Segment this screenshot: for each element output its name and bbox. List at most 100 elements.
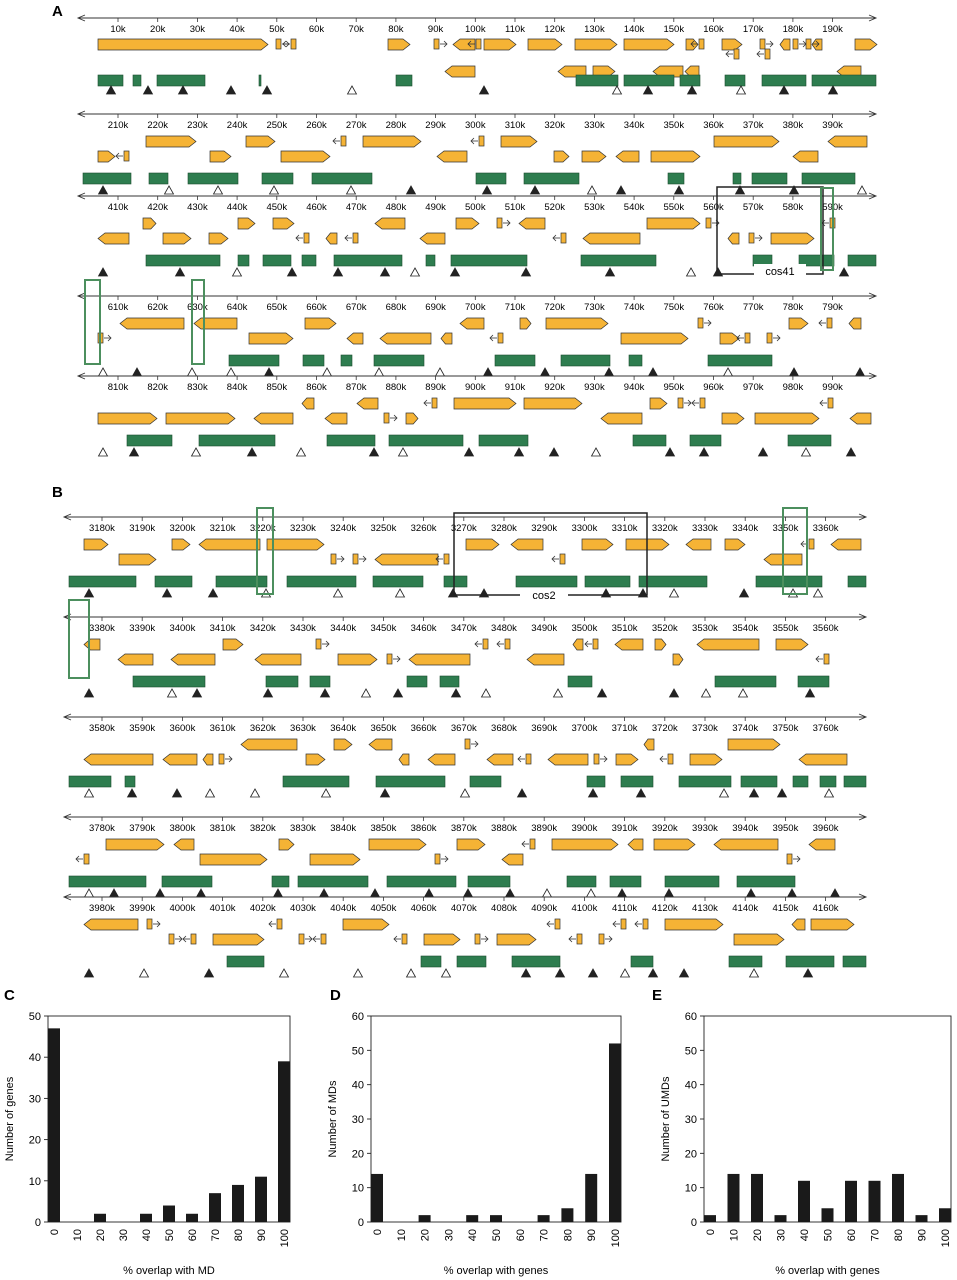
gene-arrow xyxy=(119,317,185,330)
axis-tick-label: 3430k xyxy=(290,623,316,634)
md-block xyxy=(728,955,763,968)
chart-c-ytick-label: 30 xyxy=(29,1093,41,1105)
axis-tick-label: 720k xyxy=(544,302,565,313)
gene-arrow xyxy=(664,918,724,931)
open-triangle xyxy=(585,888,597,898)
gene-direction xyxy=(435,555,440,563)
axis-tick-label: 4080k xyxy=(491,903,517,914)
gene-arrow xyxy=(547,753,589,766)
filled-triangle xyxy=(405,185,417,195)
axis-tick-label: 530k xyxy=(584,202,605,213)
open-triangle xyxy=(800,447,812,457)
md-block xyxy=(785,955,835,968)
md-block xyxy=(97,74,124,87)
gene-arrow xyxy=(266,538,325,551)
open-triangle xyxy=(394,588,406,598)
axis-tick-label: 3610k xyxy=(210,723,236,734)
filled-triangle xyxy=(131,367,143,377)
chart-d-xtick-label: 100 xyxy=(610,1229,622,1247)
md-block xyxy=(261,172,294,185)
axis-tick-label: 860k xyxy=(306,382,327,393)
open-triangle xyxy=(735,85,747,95)
axis-tick-label: 520k xyxy=(544,202,565,213)
axis-tick-label: 280k xyxy=(386,120,407,131)
filled-triangle xyxy=(838,267,850,277)
gene-arrow xyxy=(791,918,806,931)
axis-tick-label: 3360k xyxy=(813,523,839,534)
axis-tick-label: 350k xyxy=(663,120,684,131)
green-box xyxy=(84,279,101,365)
gene-marker xyxy=(598,933,605,945)
axis-tick-label: 790k xyxy=(822,302,843,313)
filled-triangle xyxy=(171,788,183,798)
md-block xyxy=(154,575,193,588)
gene-arrow xyxy=(724,538,746,551)
md-block xyxy=(282,775,350,788)
axis-tick-label: 3470k xyxy=(451,623,477,634)
green-box xyxy=(68,599,90,679)
gene-arrow xyxy=(721,412,745,425)
axis-arrow-left xyxy=(76,14,86,22)
filled-triangle xyxy=(177,85,189,95)
chart-d-xtick-label: 40 xyxy=(467,1229,479,1241)
md-block xyxy=(847,575,867,588)
gene-arrow xyxy=(342,918,390,931)
axis-tick-label: 3480k xyxy=(491,623,517,634)
chart-d-ylabel: Number of MDs xyxy=(327,1080,339,1158)
axis-tick-label: 3790k xyxy=(129,823,155,834)
open-triangle xyxy=(586,185,598,195)
gene-arrow xyxy=(97,412,158,425)
md-block xyxy=(732,172,742,185)
gene-arrow xyxy=(171,538,191,551)
open-triangle xyxy=(278,968,290,978)
chart-d-xtick-label: 30 xyxy=(443,1229,455,1241)
axis-tick-label: 3350k xyxy=(772,523,798,534)
axis-tick-label: 3510k xyxy=(612,623,638,634)
axis-tick-label: 3600k xyxy=(169,723,195,734)
gene-direction xyxy=(687,399,692,407)
axis-arrow-left xyxy=(76,192,86,200)
md-block xyxy=(161,875,213,888)
gene-direction xyxy=(815,655,820,663)
axis-tick-label: 490k xyxy=(425,202,446,213)
axis-tick-label: 830k xyxy=(187,382,208,393)
md-block xyxy=(761,74,807,87)
md-block xyxy=(714,675,777,688)
gene-marker xyxy=(497,332,504,344)
axis-tick-label: 970k xyxy=(743,382,764,393)
gene-marker xyxy=(330,553,337,565)
gene-direction xyxy=(443,40,448,48)
md-block xyxy=(567,675,593,688)
md-block xyxy=(333,254,403,267)
gene-direction xyxy=(608,935,613,943)
chart-d-xtick-label: 80 xyxy=(562,1229,574,1241)
axis-arrow-left xyxy=(76,292,86,300)
gene-arrow xyxy=(117,653,154,666)
gene-direction xyxy=(800,540,805,548)
chart-c-ytick-label: 10 xyxy=(29,1176,41,1188)
filled-triangle xyxy=(108,888,120,898)
open-triangle xyxy=(97,447,109,457)
gene-arrow xyxy=(83,918,139,931)
gene-direction xyxy=(295,234,300,242)
md-block xyxy=(679,74,701,87)
axis-tick-label: 3660k xyxy=(411,723,437,734)
chart-d-ytick-label: 20 xyxy=(352,1148,364,1160)
gene-marker xyxy=(576,933,583,945)
axis-arrow-right xyxy=(868,372,878,380)
md-block xyxy=(373,354,425,367)
gene-marker xyxy=(823,653,830,665)
chart-e-frame xyxy=(703,1015,952,1223)
gene-arrow xyxy=(173,838,195,851)
axis-arrow-left xyxy=(76,110,86,118)
filled-triangle xyxy=(286,267,298,277)
gene-arrow xyxy=(253,412,294,425)
filled-triangle xyxy=(423,888,435,898)
open-triangle xyxy=(812,588,824,598)
md-block xyxy=(630,955,654,968)
axis-tick-label: 3530k xyxy=(692,623,718,634)
filled-triangle xyxy=(318,888,330,898)
md-block xyxy=(787,434,832,447)
gene-arrow xyxy=(792,150,819,163)
chart-d-bar xyxy=(490,1215,502,1222)
